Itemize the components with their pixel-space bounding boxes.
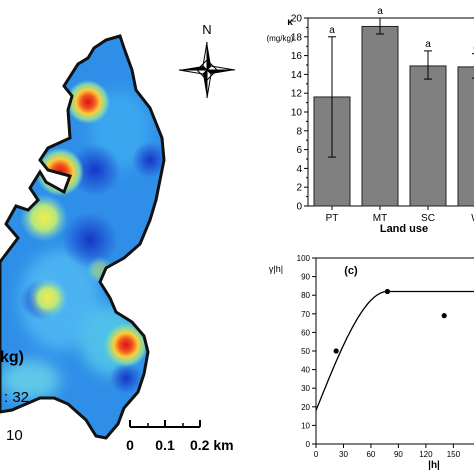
hotspot-north: [66, 80, 110, 124]
var-ytick-label: 20: [301, 403, 310, 412]
scale-tick-label: 0: [126, 437, 134, 453]
compass-north-label: N: [202, 22, 211, 37]
var-xtick-label: 0: [314, 450, 319, 459]
legend-max-label: : 32: [4, 389, 29, 406]
bar-ylabel-unit: (mg/kg): [266, 34, 293, 43]
scale-bar: 0 0.1 0.2 km: [126, 420, 234, 453]
low-zone: [69, 144, 121, 196]
var-ytick-label: 70: [301, 310, 310, 319]
scale-tick-label: 0.1: [155, 437, 175, 453]
low-zone: [62, 212, 118, 268]
var-plot-frame: [315, 257, 474, 445]
bar-ylabel-symbol: κ: [287, 17, 293, 28]
var-ytick-label: 0: [306, 440, 311, 449]
bar-xtick-label: PT: [326, 213, 339, 224]
low-zone: [132, 142, 164, 178]
var-ytick-label: 100: [297, 254, 311, 263]
bar-ytick-label: 10: [291, 108, 303, 119]
bar-ytick-label: 16: [291, 51, 303, 62]
north-arrow-icon: [178, 41, 236, 99]
var-marks: [315, 288, 474, 411]
bar-ytick-label: 12: [291, 89, 303, 100]
significance-letter: a: [377, 6, 383, 17]
bar-axes: 0 2 4 6 8 10 12 14 16 18 20 PT MT SC W: [291, 14, 474, 224]
var-panel-label: (c): [344, 265, 358, 277]
variogram-point: [441, 313, 447, 319]
var-ytick-label: 30: [301, 384, 310, 393]
significance-letter: a: [425, 39, 431, 50]
var-xlabel: |h|: [428, 460, 440, 471]
model-curve: [315, 290, 474, 411]
warm-zone: [28, 278, 68, 318]
var-ytick-label: 40: [301, 366, 310, 375]
var-axes: 0 10 20 30 40 50 60 70 80 90 100 0 30 60 90 120 150: [297, 254, 474, 459]
var-xtick-label: 60: [366, 450, 375, 459]
bar-sc: [409, 65, 447, 207]
var-ytick-label: 10: [301, 421, 310, 430]
bar-xtick-label: SC: [421, 213, 435, 224]
bar-chart: κ (mg/kg) Land use 0 2 4 6 8 10 12 14 16 18 20 PT MT…: [266, 6, 474, 235]
bar-ytick-label: 14: [291, 70, 303, 81]
bar-xtick-label: W: [471, 213, 474, 224]
scale-tick-label: 0.2 km: [190, 437, 234, 453]
var-xtick-label: 90: [394, 450, 403, 459]
var-xtick-label: 150: [447, 450, 461, 459]
bar-w: [457, 66, 474, 207]
bar-ytick-label: 18: [291, 32, 303, 43]
legend-title: kg): [0, 349, 24, 366]
bar-ytick-label: 2: [296, 183, 302, 194]
var-ytick-label: 50: [301, 347, 310, 356]
concentration-map: N kg) : 32 10 0 0.1 0.2 km: [0, 22, 236, 453]
bar-marks: aaaa: [313, 6, 474, 207]
var-xtick-label: 120: [419, 450, 433, 459]
bar-mt: [361, 25, 399, 207]
bar-ytick-label: 8: [296, 126, 302, 137]
var-ytick-label: 80: [301, 291, 310, 300]
legend-min-label: 10: [6, 427, 23, 444]
var-xtick-label: 30: [339, 450, 348, 459]
bar-ytick-label: 0: [296, 202, 302, 213]
bar-xlabel: Land use: [380, 223, 428, 235]
hotspot-south: [104, 323, 148, 367]
bar-ytick-label: 4: [296, 164, 302, 175]
significance-letter: a: [329, 25, 335, 36]
var-ylabel: γ|h|: [269, 264, 283, 274]
var-ytick-label: 90: [301, 273, 310, 282]
semivariogram-chart: γ|h| (c) |h| 0 10 20 30 40 50 60 70 80 90 100 0 30 60…: [269, 254, 474, 471]
variogram-point: [333, 348, 339, 354]
var-ytick-label: 60: [301, 328, 310, 337]
map-surface: [0, 36, 164, 438]
warm-zone: [20, 194, 68, 242]
variogram-point: [384, 288, 391, 295]
bar-ytick-label: 20: [291, 14, 303, 25]
bar-xtick-label: MT: [373, 213, 387, 224]
bar-ytick-label: 6: [296, 145, 302, 156]
low-zone: [110, 362, 142, 394]
